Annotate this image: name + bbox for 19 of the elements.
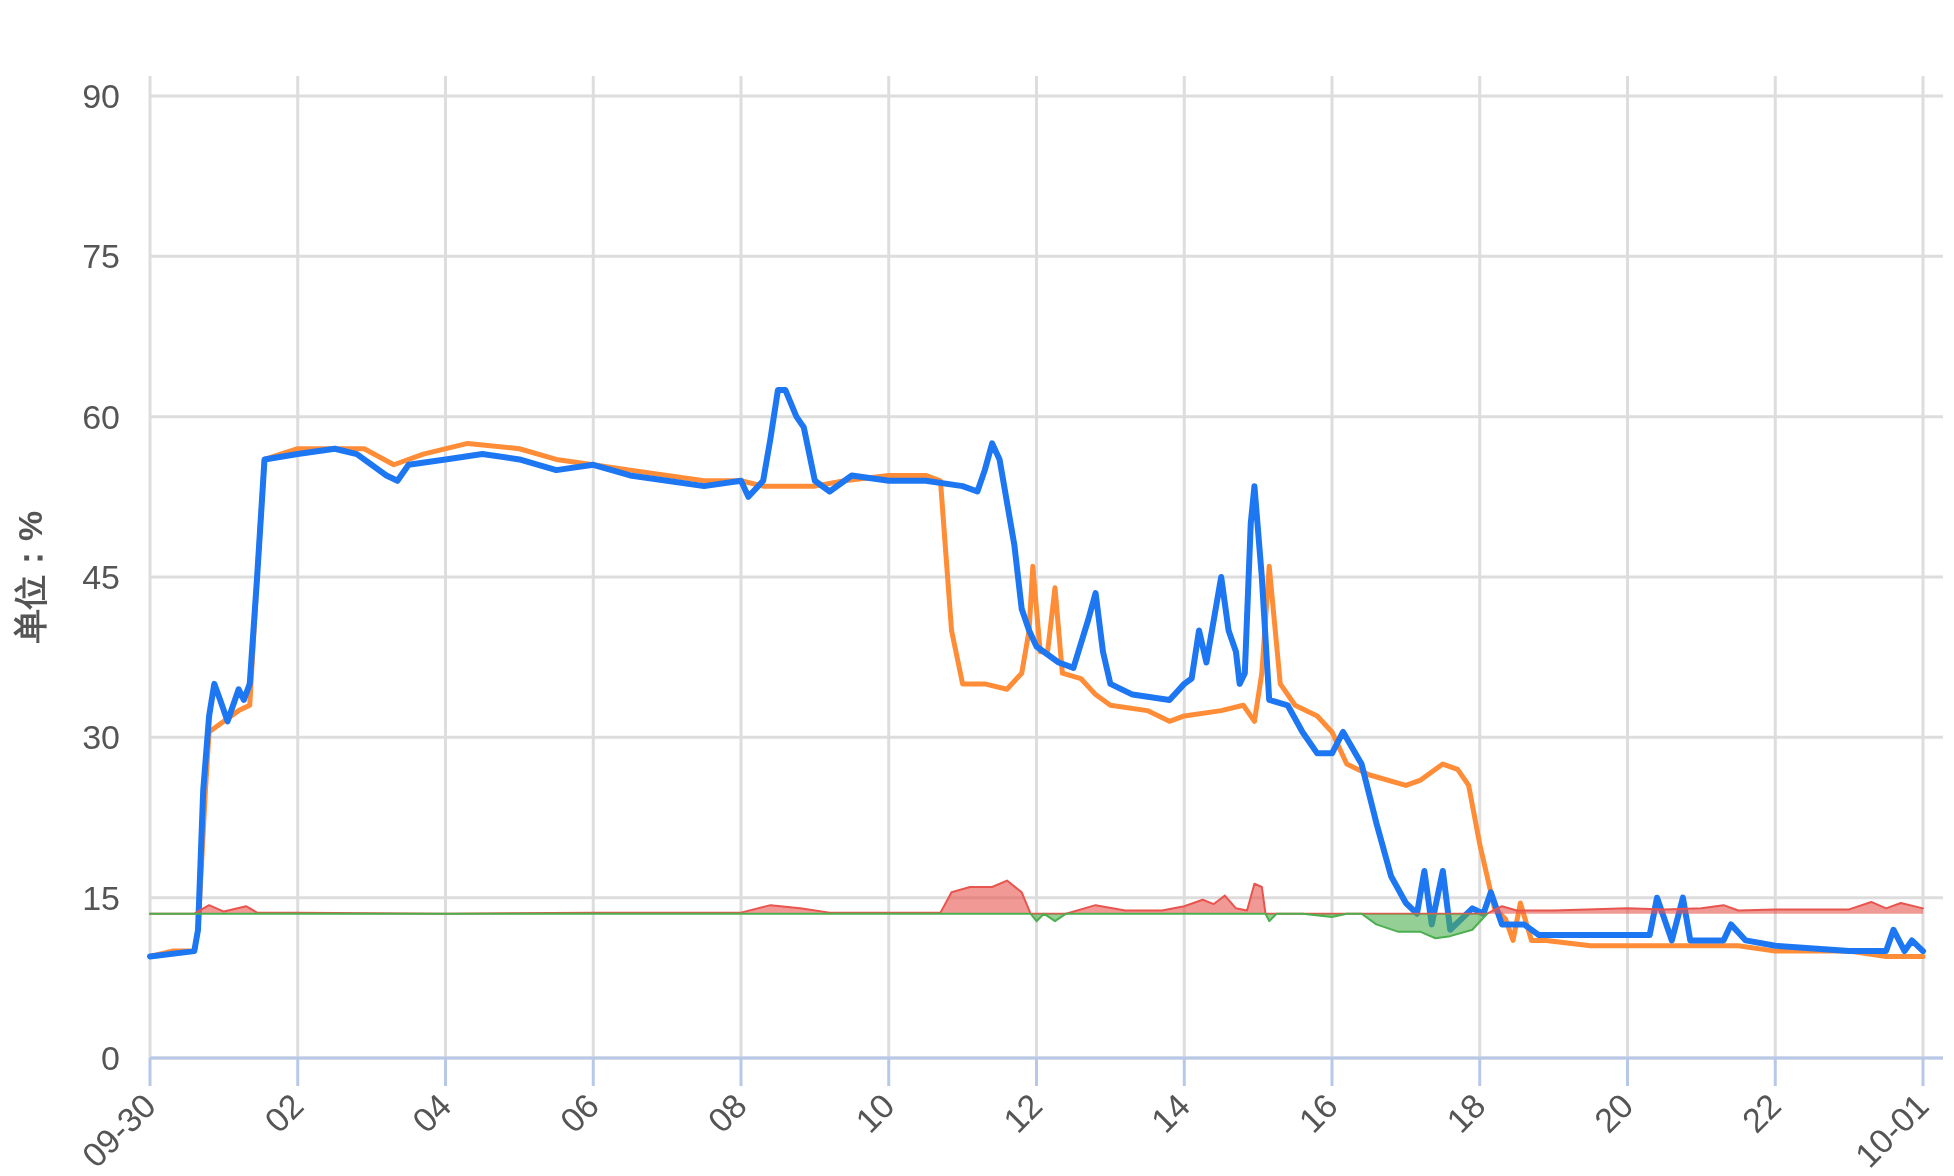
y-tick-label: 60 <box>82 397 120 436</box>
y-tick-label: 75 <box>82 237 120 276</box>
y-tick-label: 0 <box>101 1039 120 1077</box>
y-tick-label: 90 <box>82 77 120 115</box>
x-tick-label: 08 <box>700 1086 754 1140</box>
x-tick-label: 04 <box>404 1086 459 1140</box>
y-tick-label: 30 <box>82 718 120 757</box>
x-tick-label: 16 <box>1291 1086 1345 1140</box>
x-tick-label: 22 <box>1734 1086 1789 1140</box>
x-tick-label: 10 <box>848 1086 902 1140</box>
x-tick-label: 14 <box>1143 1086 1198 1140</box>
x-tick-label: 20 <box>1586 1086 1641 1140</box>
x-tick-label: 12 <box>995 1086 1050 1140</box>
x-tick-label: 02 <box>257 1086 311 1140</box>
y-tick-label: 15 <box>82 878 120 917</box>
x-tick-label: 18 <box>1439 1086 1493 1140</box>
x-tick-label: 06 <box>552 1086 607 1140</box>
y-axis-title: 单位：% <box>11 510 49 645</box>
y-tick-label: 45 <box>82 558 120 596</box>
